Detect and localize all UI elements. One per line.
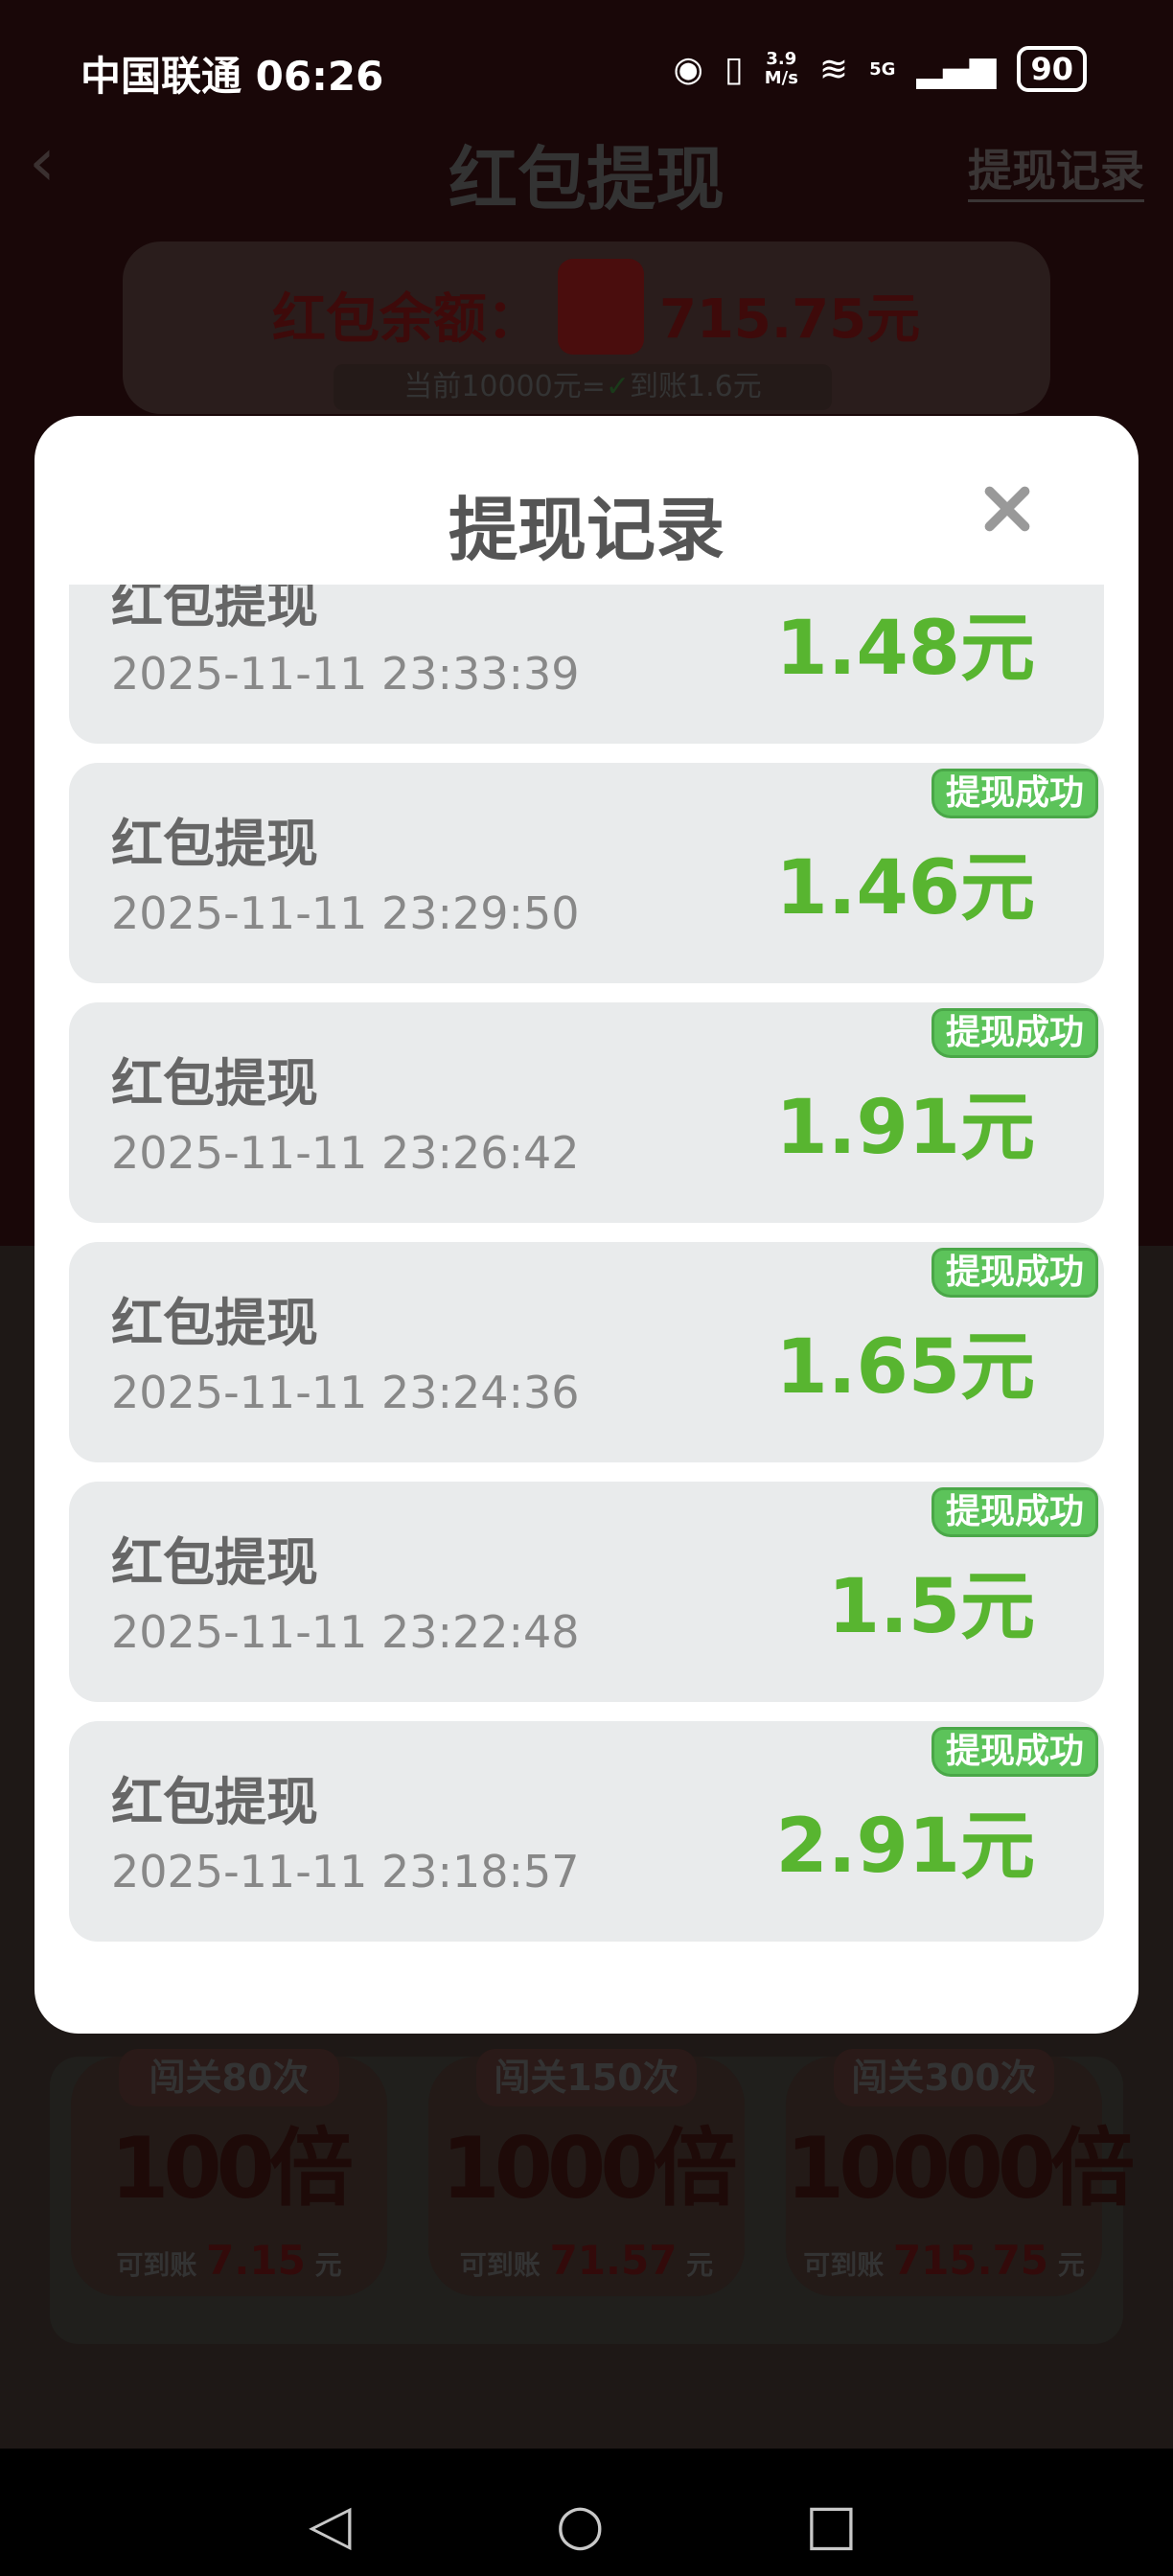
network-type: 5G: [869, 58, 896, 80]
signal-icon: ▂▄▆: [916, 49, 997, 89]
record-amount: 1.46元: [775, 845, 1035, 932]
record-date: 2025-11-11 23:22:48: [111, 1606, 580, 1658]
record-date: 2025-11-11 23:26:42: [111, 1127, 580, 1179]
record-amount: 1.91元: [775, 1085, 1035, 1171]
status-badge: 提现成功: [931, 1008, 1098, 1058]
modal-title: 提现记录: [448, 490, 724, 570]
level-amount: 715.75: [892, 2237, 1049, 2284]
balance-amount: 715.75元: [659, 288, 921, 351]
level-tag: 闯关80次: [119, 2049, 339, 2106]
level-card[interactable]: 闯关300次 10000倍 可到账 715.75 元: [786, 2049, 1135, 2296]
levels-panel: 闯关80次 100倍 可到账 7.15 元 闯关150次 1000倍 可到账 7…: [50, 2049, 1135, 2344]
level-tag: 闯关150次: [476, 2049, 697, 2106]
level-unit: 元: [314, 2249, 342, 2281]
record-title: 红包提现: [111, 585, 318, 634]
level-card[interactable]: 闯关150次 1000倍 可到账 71.57 元: [428, 2049, 745, 2296]
record-title: 红包提现: [111, 1293, 318, 1353]
record-title: 红包提现: [111, 1053, 318, 1114]
balance-card: 红包余额： 715.75元 当前10000元=✓到账1.6元: [123, 242, 1050, 414]
level-card[interactable]: 闯关80次 100倍 可到账 7.15 元: [71, 2049, 387, 2296]
back-nav-icon[interactable]: ◁: [309, 2492, 352, 2557]
record-amount: 1.5元: [827, 1564, 1035, 1650]
record-item: 红包提现 2025-11-11 23:18:57 2.91元 提现成功: [69, 1721, 1104, 1942]
exchange-rate: 当前10000元=✓到账1.6元: [334, 364, 832, 410]
records-link[interactable]: 提现记录: [968, 136, 1144, 202]
status-badge: 提现成功: [931, 1248, 1098, 1298]
wifi-icon: ≋: [818, 49, 849, 89]
level-multiplier: 1000倍: [441, 2119, 738, 2218]
level-sub-label: 可到账: [803, 2249, 885, 2281]
level-amount: 71.57: [549, 2237, 678, 2284]
records-modal: 提现记录 红包提现 2025-11-11 23:33:39 1.48元 红包提现…: [34, 416, 1138, 2034]
battery-indicator: 90: [1017, 46, 1087, 92]
record-item: 红包提现 2025-11-11 23:33:39 1.48元: [69, 585, 1104, 744]
record-item: 红包提现 2025-11-11 23:22:48 1.5元 提现成功: [69, 1482, 1104, 1702]
level-sub: 可到账 715.75 元: [786, 2237, 1102, 2284]
rate-prefix: 当前10000元=: [403, 370, 606, 403]
record-date: 2025-11-11 23:18:57: [111, 1846, 580, 1898]
net-speed: 3.9 M/s: [765, 50, 798, 88]
page-title: 红包提现: [448, 139, 724, 219]
level-sub-label: 可到账: [459, 2249, 540, 2281]
level-sub-label: 可到账: [116, 2249, 197, 2281]
rate-suffix: 到账1.6元: [630, 370, 762, 403]
records-list[interactable]: 红包提现 2025-11-11 23:33:39 1.48元 红包提现 2025…: [69, 585, 1104, 1965]
status-bar: 中国联通 06:26 ◉ ▯ 3.9 M/s ≋ 5G ▂▄▆ 90: [0, 38, 1173, 105]
wechat-icon: ✓: [605, 370, 630, 403]
level-unit: 元: [1057, 2249, 1085, 2281]
status-badge: 提现成功: [931, 769, 1098, 818]
red-envelope-icon: [558, 259, 644, 355]
record-date: 2025-11-11 23:33:39: [111, 648, 580, 700]
net-speed-value: 3.9: [766, 49, 797, 69]
level-tag: 闯关300次: [834, 2049, 1054, 2106]
eye-icon: ◉: [673, 49, 703, 89]
record-date: 2025-11-11 23:29:50: [111, 887, 580, 939]
record-item: 红包提现 2025-11-11 23:24:36 1.65元 提现成功: [69, 1242, 1104, 1462]
record-date: 2025-11-11 23:24:36: [111, 1367, 580, 1418]
record-amount: 1.48元: [775, 606, 1035, 692]
record-title: 红包提现: [111, 1772, 318, 1832]
vibrate-icon: ▯: [724, 49, 744, 89]
chevron-left-icon[interactable]: ‹: [29, 123, 56, 201]
level-unit: 元: [686, 2249, 714, 2281]
level-amount: 7.15: [206, 2237, 306, 2284]
level-sub: 可到账 7.15 元: [71, 2237, 387, 2284]
level-multiplier: 100倍: [110, 2119, 354, 2218]
level-multiplier: 10000倍: [786, 2119, 1135, 2218]
navigation-bar: [0, 2449, 1173, 2576]
level-sub: 可到账 71.57 元: [428, 2237, 745, 2284]
close-icon[interactable]: [974, 475, 1041, 542]
record-title: 红包提现: [111, 814, 318, 874]
balance-label: 红包余额：: [272, 288, 540, 351]
record-item: 红包提现 2025-11-11 23:26:42 1.91元 提现成功: [69, 1002, 1104, 1223]
record-title: 红包提现: [111, 1532, 318, 1593]
net-speed-unit: M/s: [764, 68, 798, 88]
record-amount: 1.65元: [775, 1324, 1035, 1411]
record-item: 红包提现 2025-11-11 23:29:50 1.46元 提现成功: [69, 763, 1104, 983]
carrier-time: 中国联通 06:26: [80, 53, 384, 100]
home-nav-icon[interactable]: ○: [556, 2492, 605, 2557]
status-badge: 提现成功: [931, 1727, 1098, 1777]
recents-nav-icon[interactable]: □: [805, 2492, 858, 2557]
record-amount: 2.91元: [775, 1804, 1035, 1890]
status-badge: 提现成功: [931, 1487, 1098, 1537]
